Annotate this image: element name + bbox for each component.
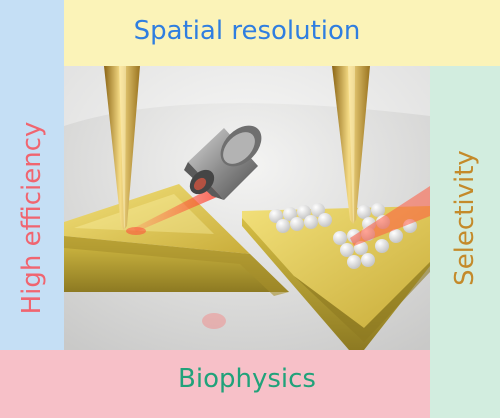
top-band [64,0,500,66]
left-metal-tip [104,66,140,230]
selectivity-label: Selectivity [450,150,480,286]
scene-illustration [64,66,430,350]
objective-lens [184,125,262,200]
high-efficiency-label: High efficiency [17,121,47,315]
laser-spot-substrate [202,313,226,329]
right-band [430,66,500,418]
spatial-resolution-label: Spatial resolution [133,16,361,46]
laser-beam-right [350,186,430,246]
right-metal-tip [332,66,370,224]
biophysics-label: Biophysics [178,364,316,394]
bottom-band [0,350,430,418]
tip-enhanced-scene [64,66,430,350]
laser-beam-left [134,184,224,232]
laser-spot-left [126,227,146,235]
left-band [0,0,64,350]
